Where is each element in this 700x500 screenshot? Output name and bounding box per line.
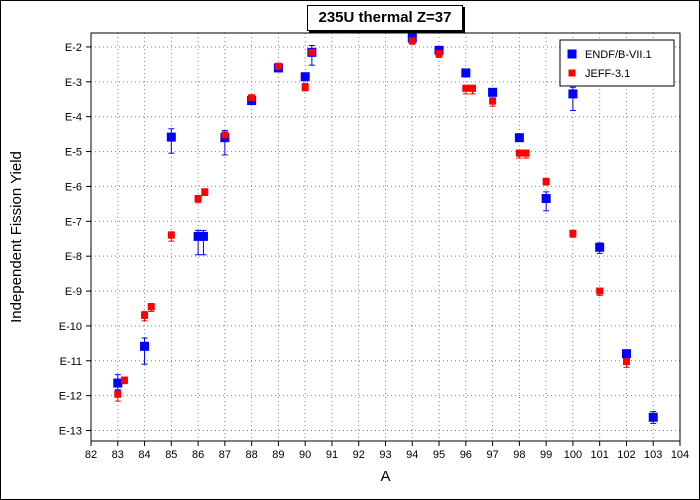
y-tick-label: E-2 [65,42,82,54]
data-point [515,149,523,157]
data-point [300,72,310,82]
data-point [201,188,209,196]
data-points [113,19,658,422]
x-tick-label: 101 [591,449,609,461]
y-tick-label: E-10 [59,321,82,333]
data-point [120,376,128,384]
data-point [542,177,550,185]
data-point [522,149,530,157]
x-tick-label: 99 [540,449,552,461]
data-point [167,231,175,239]
legend-label-jeff: JEFF-3.1 [585,68,630,80]
x-tick-label: 85 [165,449,177,461]
data-point [648,412,658,422]
data-point [569,229,577,237]
legend-marker-endf [567,49,577,59]
x-tick-labels: 82 83 84 85 86 87 88 89 90 91 92 93 94 95 96 97 98 99 100 1… [85,449,689,461]
x-axis-title: A [380,468,390,485]
data-point [622,358,630,366]
data-point [568,89,578,99]
data-point [221,131,229,139]
y-tick-label: E-4 [65,112,82,124]
data-point [308,48,316,56]
y-tick-labels: E-2 E-3 E-4 E-5 E-6 E-7 E-8 E-9 E-10 E-11 E-12 E-13 [59,42,82,438]
data-point [193,231,203,241]
x-tick-label: 104 [671,449,689,461]
legend-box [559,39,675,87]
x-tick-label: 83 [112,449,124,461]
data-point [408,37,416,45]
data-point [621,349,631,359]
data-point [596,287,604,295]
y-tick-label: E-6 [65,181,82,193]
y-tick-label: E-8 [65,251,82,263]
y-tick-label: E-5 [65,147,82,159]
x-tick-label: 102 [617,449,635,461]
data-point [541,194,551,204]
grid [91,33,680,441]
x-tick-label: 82 [85,449,97,461]
y-tick-label: E-12 [59,391,82,403]
x-tick-label: 93 [379,449,391,461]
axis-ticks [86,46,681,446]
data-point [489,97,497,105]
x-tick-label: 96 [460,449,472,461]
data-point [301,83,309,91]
data-point [114,390,122,398]
data-point [488,87,498,97]
data-point [147,303,155,311]
y-tick-label: E-9 [65,286,82,298]
data-point [141,311,149,319]
data-point [462,84,470,92]
y-axis-title: Independent Fission Yield [8,151,25,323]
x-tick-label: 95 [433,449,445,461]
x-tick-label: 94 [406,449,418,461]
x-tick-label: 86 [192,449,204,461]
x-tick-label: 84 [138,449,150,461]
y-tick-label: E-7 [65,216,82,228]
data-point [248,94,256,102]
y-tick-label: E-11 [60,356,82,368]
x-tick-label: 89 [272,449,284,461]
legend-marker-jeff [568,69,576,77]
data-point [274,62,282,70]
data-point [198,231,208,241]
data-point [514,133,524,143]
x-tick-label: 88 [246,449,258,461]
legend: ENDF/B-VII.1 JEFF-3.1 [559,39,675,87]
x-tick-label: 92 [353,449,365,461]
chart-title: 235U thermal Z=37 [307,5,463,31]
x-tick-label: 100 [564,449,582,461]
x-tick-label: 98 [513,449,525,461]
data-point [166,132,176,142]
data-point [461,68,471,78]
legend-label-endf: ENDF/B-VII.1 [585,49,652,61]
y-tick-label: E-13 [59,426,82,438]
data-point [469,84,477,92]
series-1 [114,21,630,398]
x-tick-label: 103 [644,449,662,461]
y-tick-label: E-3 [65,77,82,89]
data-point [140,341,150,351]
x-tick-label: 87 [219,449,231,461]
x-tick-label: 97 [486,449,498,461]
x-tick-label: 91 [326,449,338,461]
data-point [113,378,123,388]
data-point [194,195,202,203]
data-point [595,242,605,252]
x-tick-label: 90 [299,449,311,461]
data-point [435,49,443,57]
